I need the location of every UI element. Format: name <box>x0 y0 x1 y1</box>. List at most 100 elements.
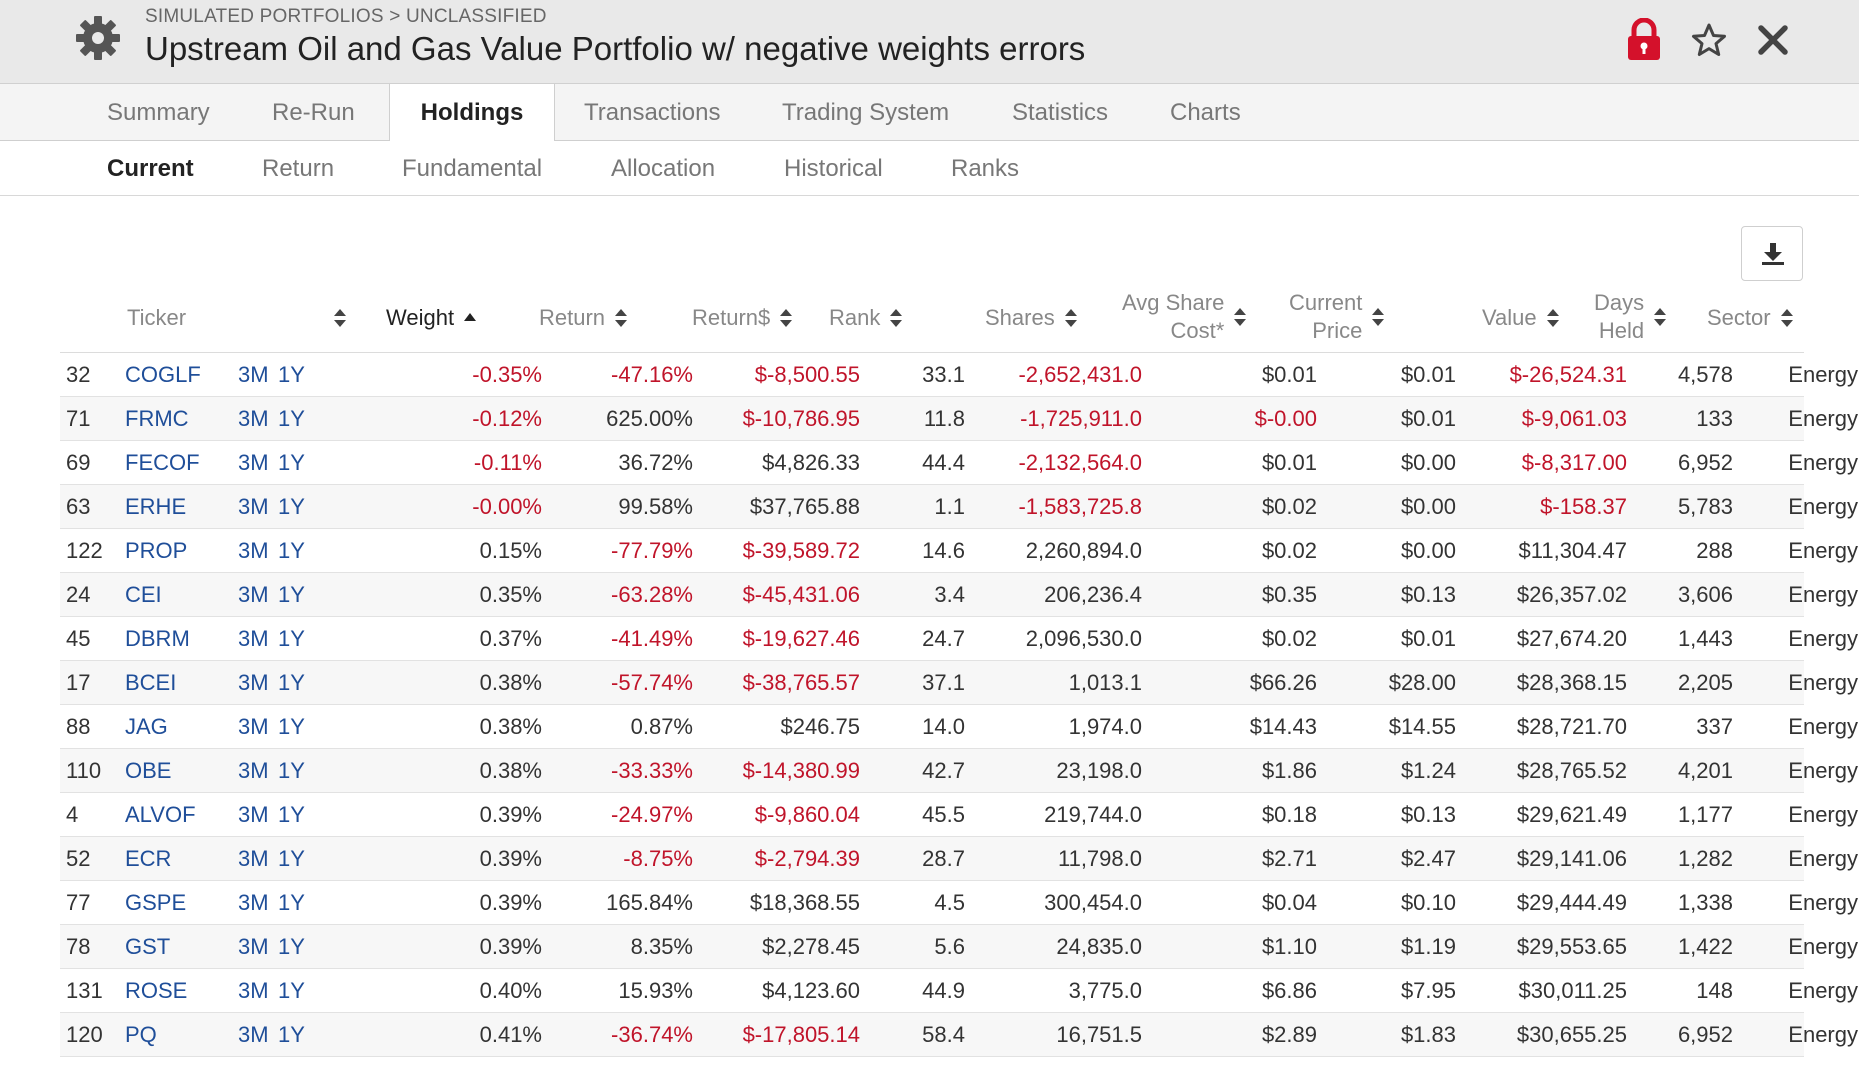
chart-1y-link[interactable]: 1Y <box>278 362 305 387</box>
chart-1y-link[interactable]: 1Y <box>278 626 305 651</box>
chart-3m-link[interactable]: 3M <box>238 802 269 827</box>
chart-3m-link[interactable]: 3M <box>238 582 269 607</box>
col-days-line1: Days <box>1594 290 1645 315</box>
col-ticker[interactable]: Ticker <box>127 303 186 332</box>
current-price-cell: $1.83 <box>1400 1022 1456 1047</box>
close-icon[interactable] <box>1752 18 1794 62</box>
gear-icon[interactable] <box>74 14 122 62</box>
row-id: 120 <box>66 1022 103 1047</box>
return-dollar-cell: $4,123.60 <box>762 978 860 1003</box>
ticker-link[interactable]: GST <box>125 934 171 959</box>
tab-summary[interactable]: Summary <box>107 99 210 126</box>
col-price-line2: Price <box>1312 318 1363 343</box>
col-value[interactable]: Value <box>1482 303 1560 332</box>
chart-3m-link[interactable]: 3M <box>238 362 269 387</box>
col-return-dollar[interactable]: Return$ <box>692 303 793 332</box>
tab-holdings[interactable]: Holdings <box>389 84 555 142</box>
chart-1y-link[interactable]: 1Y <box>278 406 305 431</box>
chart-1y-link[interactable]: 1Y <box>278 1022 305 1047</box>
star-icon[interactable] <box>1688 18 1730 62</box>
rank-cell: 11.8 <box>923 406 965 431</box>
chart-1y-link[interactable]: 1Y <box>278 846 305 871</box>
chart-3m-link[interactable]: 3M <box>238 758 269 783</box>
chart-1y-link[interactable]: 1Y <box>278 978 305 1003</box>
chart-1y-link[interactable]: 1Y <box>278 714 305 739</box>
return-cell: -57.74% <box>611 670 693 695</box>
ticker-link[interactable]: BCEI <box>125 670 177 695</box>
return-cell: -36.74% <box>611 1022 693 1047</box>
current-price-cell: $0.01 <box>1400 406 1456 431</box>
col-current-price[interactable]: Current Price <box>1289 289 1385 345</box>
shares-cell: 300,454.0 <box>1044 890 1142 915</box>
col-weight[interactable]: Weight <box>386 303 477 332</box>
ticker-link[interactable]: FECOF <box>125 450 200 475</box>
chart-3m-link[interactable]: 3M <box>238 714 269 739</box>
current-price-cell: $0.00 <box>1400 538 1456 563</box>
return-cell: 99.58% <box>618 494 693 519</box>
avg-cost-cell: $2.71 <box>1261 846 1317 871</box>
ticker-link[interactable]: ECR <box>125 846 172 871</box>
lock-icon[interactable] <box>1623 18 1665 62</box>
chart-3m-link[interactable]: 3M <box>238 494 269 519</box>
return-dollar-cell: $2,278.45 <box>762 934 860 959</box>
ticker-link[interactable]: ALVOF <box>125 802 196 827</box>
chart-3m-link[interactable]: 3M <box>238 934 269 959</box>
chart-1y-link[interactable]: 1Y <box>278 802 305 827</box>
col-sector[interactable]: Sector <box>1707 303 1794 332</box>
chart-1y-link[interactable]: 1Y <box>278 582 305 607</box>
chart-1y-link[interactable]: 1Y <box>278 494 305 519</box>
tab-transactions[interactable]: Transactions <box>584 99 721 126</box>
chart-1y-link[interactable]: 1Y <box>278 538 305 563</box>
tab-re-run[interactable]: Re-Run <box>272 99 355 126</box>
current-price-cell: $0.00 <box>1400 450 1456 475</box>
chart-1y-link[interactable]: 1Y <box>278 934 305 959</box>
subtab-historical[interactable]: Historical <box>784 155 883 182</box>
rank-cell: 24.7 <box>922 626 965 651</box>
chart-3m-link[interactable]: 3M <box>238 538 269 563</box>
chart-3m-link[interactable]: 3M <box>238 978 269 1003</box>
ticker-link[interactable]: ERHE <box>125 494 187 519</box>
value-cell: $29,141.06 <box>1516 846 1627 871</box>
tab-trading-system[interactable]: Trading System <box>782 99 950 126</box>
subtab-current[interactable]: Current <box>107 155 194 182</box>
ticker-link[interactable]: PQ <box>125 1022 157 1047</box>
subtab-return[interactable]: Return <box>262 155 335 182</box>
ticker-link[interactable]: CEI <box>125 582 162 607</box>
value-cell: $29,553.65 <box>1516 934 1627 959</box>
tab-statistics[interactable]: Statistics <box>1012 99 1109 126</box>
ticker-link[interactable]: JAG <box>125 714 168 739</box>
chart-3m-link[interactable]: 3M <box>238 626 269 651</box>
subtab-fundamental[interactable]: Fundamental <box>402 155 543 182</box>
chart-3m-link[interactable]: 3M <box>238 406 269 431</box>
chart-1y-link[interactable]: 1Y <box>278 890 305 915</box>
chart-3m-link[interactable]: 3M <box>238 670 269 695</box>
chart-1y-link[interactable]: 1Y <box>278 670 305 695</box>
chart-3m-link[interactable]: 3M <box>238 450 269 475</box>
ticker-link[interactable]: GSPE <box>125 890 187 915</box>
col-avg-share-cost[interactable]: Avg Share Cost* <box>1122 289 1247 345</box>
ticker-link[interactable]: FRMC <box>125 406 189 431</box>
sort-icon <box>1372 308 1385 326</box>
chart-1y-link[interactable]: 1Y <box>278 758 305 783</box>
chart-1y-link[interactable]: 1Y <box>278 450 305 475</box>
breadcrumb[interactable]: SIMULATED PORTFOLIOS > UNCLASSIFIED <box>145 6 547 27</box>
table-row: 17 BCEI 0.38% -57.74% $-38,765.57 37.1 1,013.1… <box>60 661 1858 705</box>
subtab-allocation[interactable]: Allocation <box>611 155 716 182</box>
ticker-link[interactable]: ROSE <box>125 978 188 1003</box>
chart-3m-link[interactable]: 3M <box>238 890 269 915</box>
ticker-link[interactable]: DBRM <box>125 626 190 651</box>
chart-3m-link[interactable]: 3M <box>238 1022 269 1047</box>
col-links-sort[interactable] <box>330 303 347 331</box>
return-dollar-cell: $-9,860.04 <box>754 802 860 827</box>
ticker-link[interactable]: COGLF <box>125 362 201 387</box>
subtab-ranks[interactable]: Ranks <box>951 155 1020 182</box>
download-button[interactable] <box>1741 226 1803 281</box>
col-days-held[interactable]: Days Held <box>1594 289 1667 345</box>
col-rank[interactable]: Rank <box>829 303 903 332</box>
ticker-link[interactable]: OBE <box>125 758 172 783</box>
col-return[interactable]: Return <box>539 303 628 332</box>
col-shares[interactable]: Shares <box>985 303 1078 332</box>
ticker-link[interactable]: PROP <box>125 538 188 563</box>
chart-3m-link[interactable]: 3M <box>238 846 269 871</box>
tab-charts[interactable]: Charts <box>1170 99 1241 126</box>
